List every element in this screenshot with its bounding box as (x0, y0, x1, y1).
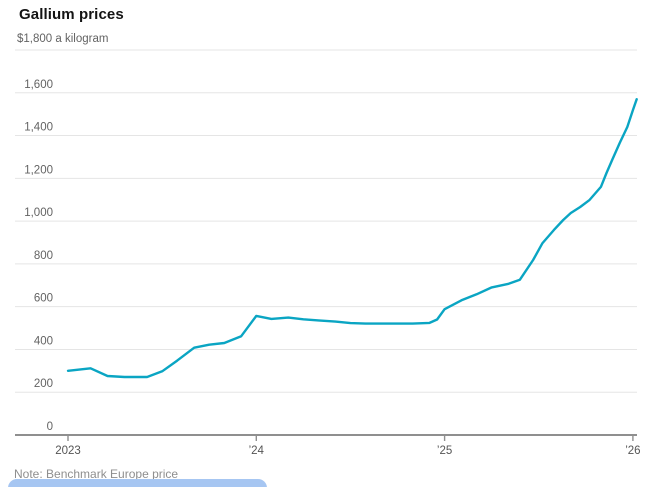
y-axis-label: 800 (34, 250, 53, 262)
x-axis-label: ’25 (437, 445, 452, 457)
y-axis-label: 1,400 (24, 122, 53, 134)
chart-note: Note: Benchmark Europe price (14, 467, 179, 481)
price-line (66, 98, 638, 379)
y-axis-unit-label: $1,800 a kilogram (17, 33, 109, 45)
y-axis-label: 200 (34, 378, 53, 390)
x-axis-label: ’24 (249, 445, 265, 457)
y-axis-label: 600 (34, 293, 53, 305)
y-axis-label: 0 (47, 421, 53, 433)
y-axis-label: 1,600 (24, 79, 53, 91)
bottom-rounded-element[interactable] (8, 479, 267, 487)
price-line-chart: 0 200 400 600 800 1,000 1,200 1,400 1,600 2023 ’24… (15, 49, 641, 457)
y-axis-label: 400 (34, 335, 53, 347)
chart-title: Gallium prices (19, 6, 124, 23)
y-axis-label: 1,000 (24, 207, 53, 219)
x-axis-label: 2023 (55, 445, 81, 457)
y-axis-label: 1,200 (24, 164, 53, 176)
x-axis-label: ’26 (625, 445, 640, 457)
